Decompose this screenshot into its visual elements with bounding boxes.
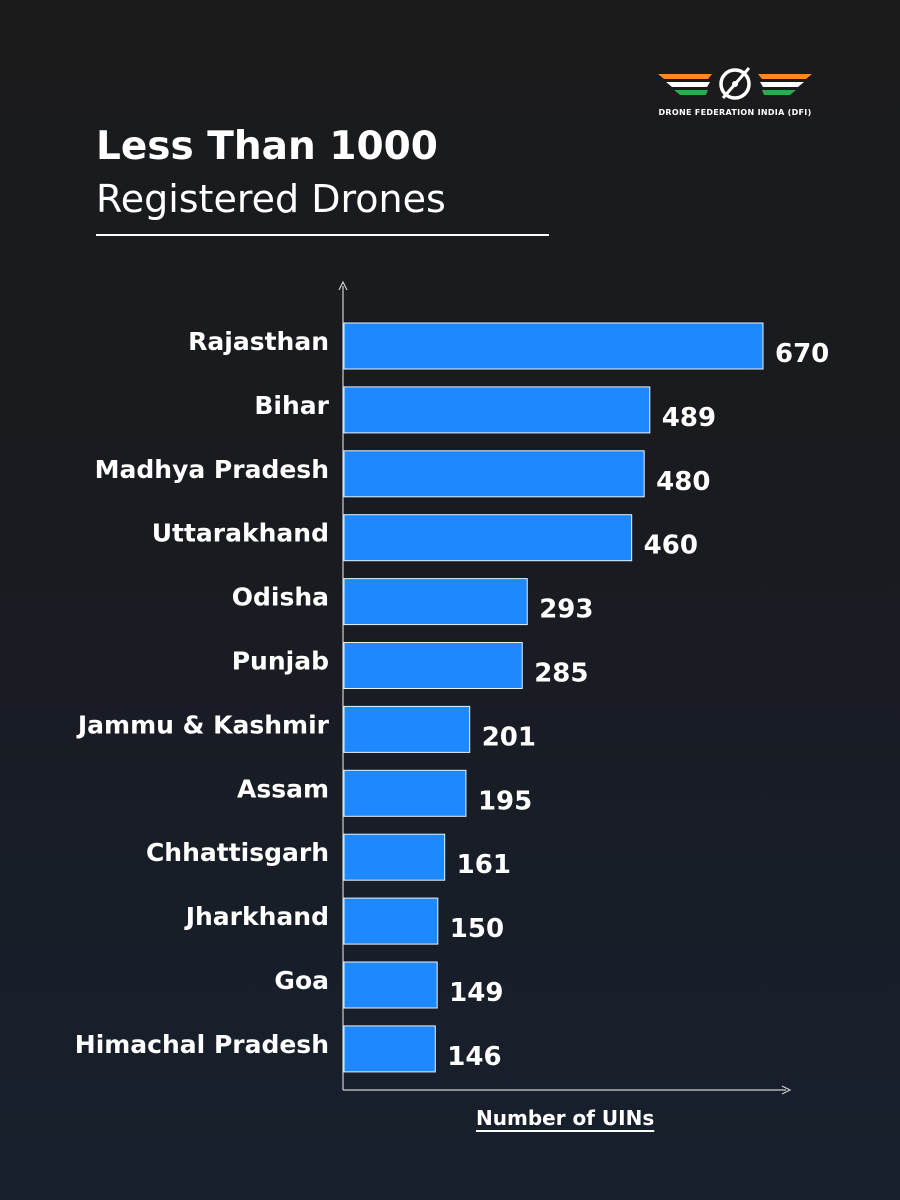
bar-0 bbox=[343, 322, 764, 370]
bar-8 bbox=[343, 833, 446, 881]
category-label: Goa bbox=[274, 966, 329, 995]
bar-2 bbox=[343, 450, 645, 498]
bar-6 bbox=[343, 705, 471, 753]
category-label: Jharkhand bbox=[184, 902, 329, 931]
value-label: 146 bbox=[447, 1042, 501, 1072]
bar-5 bbox=[343, 642, 523, 689]
value-label: 285 bbox=[534, 659, 588, 689]
logo-text: DRONE FEDERATION INDIA (DFI) bbox=[658, 108, 812, 117]
bar-9 bbox=[343, 897, 439, 945]
category-label: Bihar bbox=[254, 391, 329, 420]
value-label: 149 bbox=[449, 978, 503, 1008]
value-label: 480 bbox=[656, 467, 710, 497]
category-label: Rajasthan bbox=[188, 327, 329, 356]
title-underline bbox=[96, 234, 549, 236]
bar-4 bbox=[343, 578, 528, 626]
value-label: 489 bbox=[662, 403, 716, 433]
x-axis-arrow bbox=[781, 1085, 792, 1095]
drone-wings-icon bbox=[658, 67, 812, 100]
dfi-logo: DRONE FEDERATION INDIA (DFI) bbox=[650, 62, 820, 122]
x-axis-label: Number of UINs bbox=[476, 1106, 655, 1130]
value-label: 150 bbox=[450, 914, 504, 944]
category-label: Jammu & Kashmir bbox=[76, 710, 330, 739]
category-label: Uttarakhand bbox=[152, 519, 329, 548]
value-label: 293 bbox=[539, 595, 593, 625]
bar-7 bbox=[343, 769, 467, 817]
category-label: Madhya Pradesh bbox=[95, 455, 329, 484]
bar-1 bbox=[343, 386, 651, 434]
bar-10 bbox=[343, 961, 438, 1009]
bar-3 bbox=[343, 514, 633, 562]
page-subtitle: Registered Drones bbox=[96, 177, 446, 221]
y-axis-arrow bbox=[338, 280, 348, 291]
value-label: 161 bbox=[457, 850, 511, 880]
category-label: Assam bbox=[237, 774, 329, 803]
category-label: Odisha bbox=[232, 583, 329, 612]
category-label: Himachal Pradesh bbox=[75, 1030, 329, 1059]
value-label: 195 bbox=[478, 786, 532, 816]
value-label: 201 bbox=[482, 722, 536, 752]
value-label: 670 bbox=[775, 339, 829, 369]
page-title: Less Than 1000 bbox=[96, 124, 438, 169]
category-label: Chhattisgarh bbox=[146, 838, 329, 867]
category-label: Punjab bbox=[232, 647, 329, 676]
value-label: 460 bbox=[644, 531, 698, 561]
bar-11 bbox=[343, 1025, 436, 1073]
